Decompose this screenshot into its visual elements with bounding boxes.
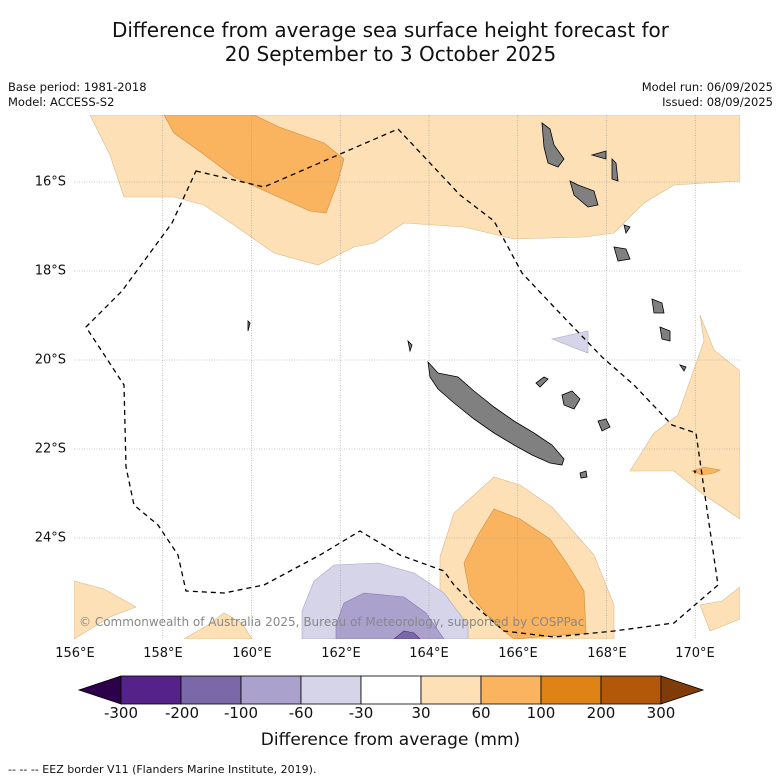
lon-label: 170°E: [675, 646, 715, 661]
vanuatu-pentecost: [611, 158, 619, 182]
anomaly-region-30-60-east: [629, 314, 740, 520]
colorbar-cell: [420, 675, 482, 705]
vanuatu-malekula: [569, 180, 599, 208]
copyright-notice: © Commonwealth of Australia 2025, Bureau…: [79, 615, 585, 629]
anomaly-region-neg-60-100: [335, 592, 445, 639]
lat-label: 20°S: [34, 352, 66, 368]
anomaly-region-30-60-southwest: [74, 580, 137, 639]
anomaly-region-30-60-south-small: [183, 612, 253, 639]
colorbar-tick: -60: [288, 704, 314, 722]
vanuatu-ambae: [590, 150, 607, 160]
vanuatu-efate: [613, 246, 631, 262]
vanuatu-aneityum: [679, 364, 687, 372]
colorbar-tick: -30: [348, 704, 374, 722]
colorbar-tick: 60: [471, 704, 491, 722]
model-run: Model run: 06/09/2025: [641, 80, 773, 94]
title-line-1: Difference from average sea surface heig…: [111, 18, 670, 42]
colorbar-cell: [180, 675, 242, 705]
colorbar-cell: [120, 675, 182, 705]
lat-label: 22°S: [34, 441, 66, 457]
vanuatu-espiritu-santo: [541, 122, 565, 168]
colorbar-cell: [300, 675, 362, 705]
mare: [597, 418, 611, 432]
map-canvas: [74, 115, 740, 639]
lon-label: 164°E: [409, 646, 449, 661]
colorbar-tick: 100: [526, 704, 556, 722]
colorbar-cell: [360, 675, 422, 705]
new-caledonia-grande-terre: [427, 360, 565, 466]
colorbar: [77, 675, 705, 705]
matthew-island: [693, 470, 697, 474]
lon-label: 168°E: [587, 646, 627, 661]
lon-label: 160°E: [232, 646, 272, 661]
lon-label: 162°E: [321, 646, 361, 661]
lifou: [561, 390, 581, 410]
lon-label: 156°E: [55, 646, 95, 661]
anomaly-region-60-100-east: [691, 466, 721, 476]
map-panel: [74, 115, 740, 639]
vanuatu-erromango: [651, 298, 665, 314]
colorbar-cell: [540, 675, 602, 705]
anomaly-region-60-100-south: [463, 508, 587, 639]
land: [247, 122, 697, 479]
title-line-2: 20 September to 3 October 2025: [224, 42, 557, 66]
map-title: Difference from average sea surface heig…: [0, 18, 781, 66]
lat-label: 18°S: [34, 263, 66, 279]
anomaly-region-neg-30-60-east: [550, 330, 589, 354]
base-period: Base period: 1981-2018: [8, 80, 147, 94]
colorbar-tick: -300: [103, 704, 139, 722]
vanuatu-epi: [623, 224, 631, 234]
anomaly-region-neg-100-200: [393, 630, 421, 639]
lat-label: 16°S: [34, 174, 66, 190]
graticule: [74, 115, 740, 639]
colorbar-extend-under: [77, 675, 122, 705]
eez-footnote: -- -- -- EEZ border V11 (Flanders Marine…: [8, 763, 317, 776]
colorbar-tick: 300: [646, 704, 676, 722]
isle-of-pines: [579, 470, 588, 479]
colorbar-tick: 200: [586, 704, 616, 722]
colorbar-cell: [240, 675, 302, 705]
colorbar-title: Difference from average (mm): [260, 730, 521, 750]
colorbar-tick: 30: [411, 704, 431, 722]
colorbar-cell: [480, 675, 542, 705]
chesterfield-island: [247, 320, 251, 332]
meta-right: Model run: 06/09/2025 Issued: 08/09/2025: [642, 80, 773, 110]
lon-label: 166°E: [498, 646, 538, 661]
ouvea: [535, 376, 549, 388]
anomaly-region-60-100-north: [163, 115, 345, 214]
colorbar-tick: -200: [164, 704, 200, 722]
meta-left: Base period: 1981-2018 Model: ACCESS-S2: [8, 80, 147, 110]
eez-border: [85, 128, 719, 638]
belep: [407, 339, 413, 353]
colorbar-extend-over: [660, 675, 705, 705]
colorbar-tick: -100: [223, 704, 259, 722]
anomaly-region-30-60-southeast: [699, 586, 740, 632]
lat-label: 24°S: [34, 530, 66, 546]
lon-label: 158°E: [143, 646, 183, 661]
vanuatu-tanna: [659, 326, 671, 342]
model-name: Model: ACCESS-S2: [8, 95, 115, 109]
colorbar-cell: [600, 675, 662, 705]
issued-date: Issued: 08/09/2025: [662, 95, 773, 109]
